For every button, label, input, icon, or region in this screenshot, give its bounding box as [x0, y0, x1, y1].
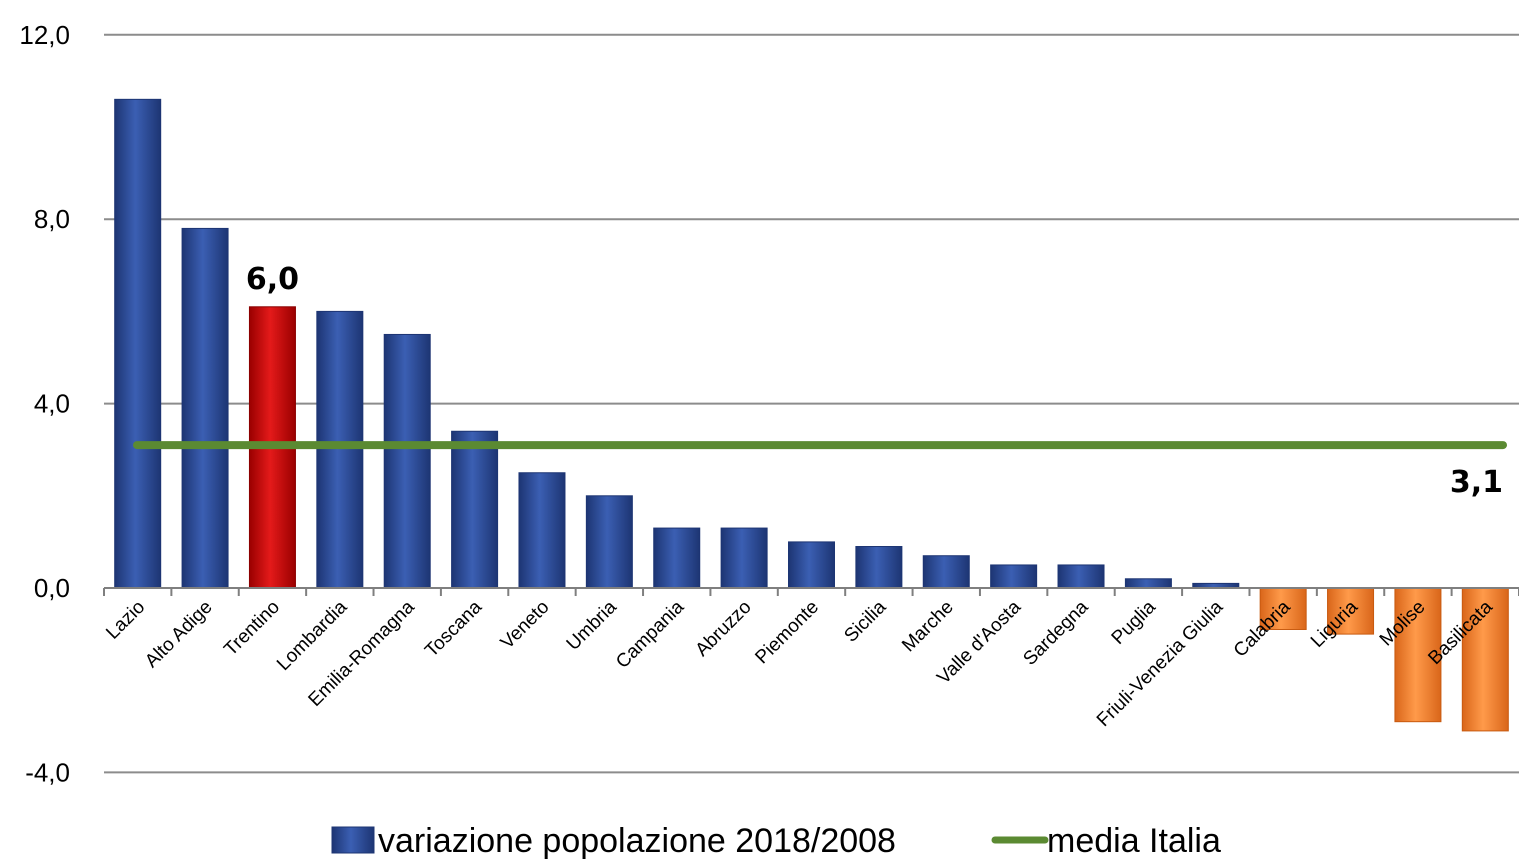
- bar: [383, 333, 431, 589]
- bar: [922, 555, 970, 589]
- x-tick-label: Friuli-Venezia Giulia: [1093, 596, 1228, 731]
- x-tick-label: Puglia: [1108, 596, 1161, 649]
- x-tick-label: Campania: [612, 596, 688, 672]
- y-tick-label: 8,0: [34, 204, 70, 234]
- y-tick-label: 4,0: [34, 389, 70, 419]
- bar: [720, 527, 768, 589]
- x-tick-label: Piemonte: [751, 597, 823, 669]
- legend-label-line: media Italia: [1047, 822, 1221, 860]
- x-tick-label: Trentino: [220, 597, 284, 661]
- legend-label-bars: variazione popolazione 2018/2008: [378, 822, 896, 860]
- legend: variazione popolazione 2018/2008 media I…: [331, 822, 1221, 860]
- x-tick-label: Alto Adige: [141, 597, 216, 672]
- annotations: 3,1 6,0: [246, 262, 1503, 500]
- bar: [585, 495, 633, 589]
- bar: [855, 546, 903, 589]
- bar: [451, 430, 499, 589]
- bar: [114, 98, 162, 589]
- x-tick-label: Umbria: [563, 596, 621, 654]
- y-tick-label: 12,0: [19, 20, 70, 50]
- y-tick-label: 0,0: [34, 573, 70, 603]
- y-tick-label: -4,0: [25, 757, 70, 787]
- x-tick-label: Marche: [898, 597, 958, 657]
- x-tick-label: Sicilia: [840, 596, 890, 646]
- bar: [518, 472, 566, 589]
- bars: [114, 98, 1509, 732]
- bar: [1461, 587, 1509, 732]
- x-tick-label: Toscana: [421, 596, 486, 661]
- bar: [316, 310, 364, 589]
- data-label: 6,0: [246, 262, 299, 297]
- bar: [181, 227, 229, 589]
- x-tick-label: Abruzzo: [692, 597, 756, 661]
- x-tick-label: Veneto: [497, 597, 554, 654]
- bar: [1394, 587, 1442, 723]
- bar: [990, 564, 1038, 589]
- x-axis: [103, 587, 1519, 596]
- bar: [788, 541, 835, 589]
- reference-line-label: 3,1: [1450, 465, 1503, 500]
- x-tick-label: Sardegna: [1019, 596, 1092, 669]
- bar: [1259, 587, 1307, 630]
- y-axis-ticks: 12,0 8,0 4,0 0,0 -4,0: [19, 20, 70, 788]
- grid-lines: [104, 33, 1519, 774]
- legend-swatch-bars: [331, 826, 375, 854]
- x-tick-label: Lazio: [102, 597, 149, 644]
- bar: [1124, 578, 1172, 589]
- bar: [653, 527, 701, 589]
- bar: [1057, 564, 1105, 589]
- bar: [1327, 587, 1375, 635]
